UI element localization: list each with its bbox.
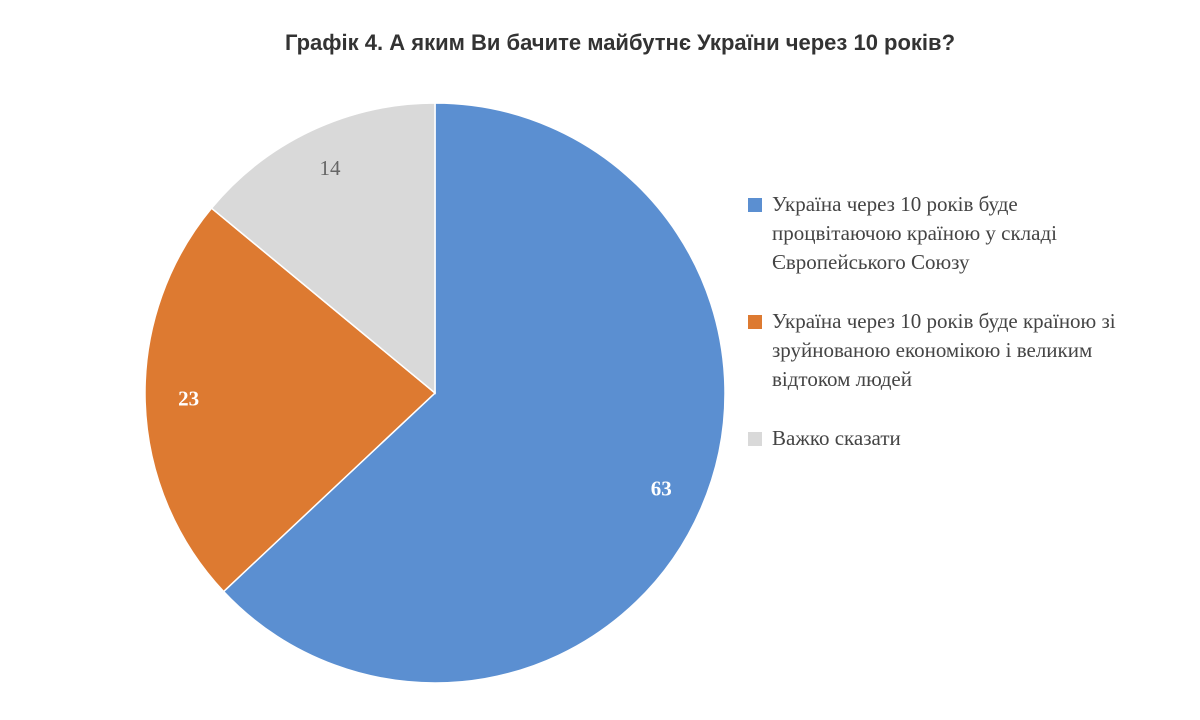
legend-item: Україна через 10 років буде процвітаючою…	[748, 190, 1128, 277]
data-label: 14	[320, 156, 342, 180]
legend-item: Україна через 10 років буде країною зі з…	[748, 307, 1128, 394]
legend-swatch	[748, 315, 762, 329]
legend-swatch	[748, 198, 762, 212]
data-label: 23	[178, 387, 199, 411]
legend-item: Важко сказати	[748, 424, 1128, 453]
legend: Україна через 10 років буде процвітаючою…	[748, 190, 1128, 453]
legend-swatch	[748, 432, 762, 446]
pie-slice	[144, 207, 437, 593]
legend-label: Важко сказати	[772, 426, 901, 450]
pie-slice	[210, 102, 436, 395]
legend-label: Україна через 10 років буде процвітаючою…	[772, 192, 1057, 274]
data-label: 63	[651, 477, 672, 501]
legend-label: Україна через 10 років буде країною зі з…	[772, 309, 1116, 391]
chart-title: Графік 4. А яким Ви бачите майбутнє Укра…	[285, 30, 955, 55]
pie-slice	[222, 102, 726, 684]
